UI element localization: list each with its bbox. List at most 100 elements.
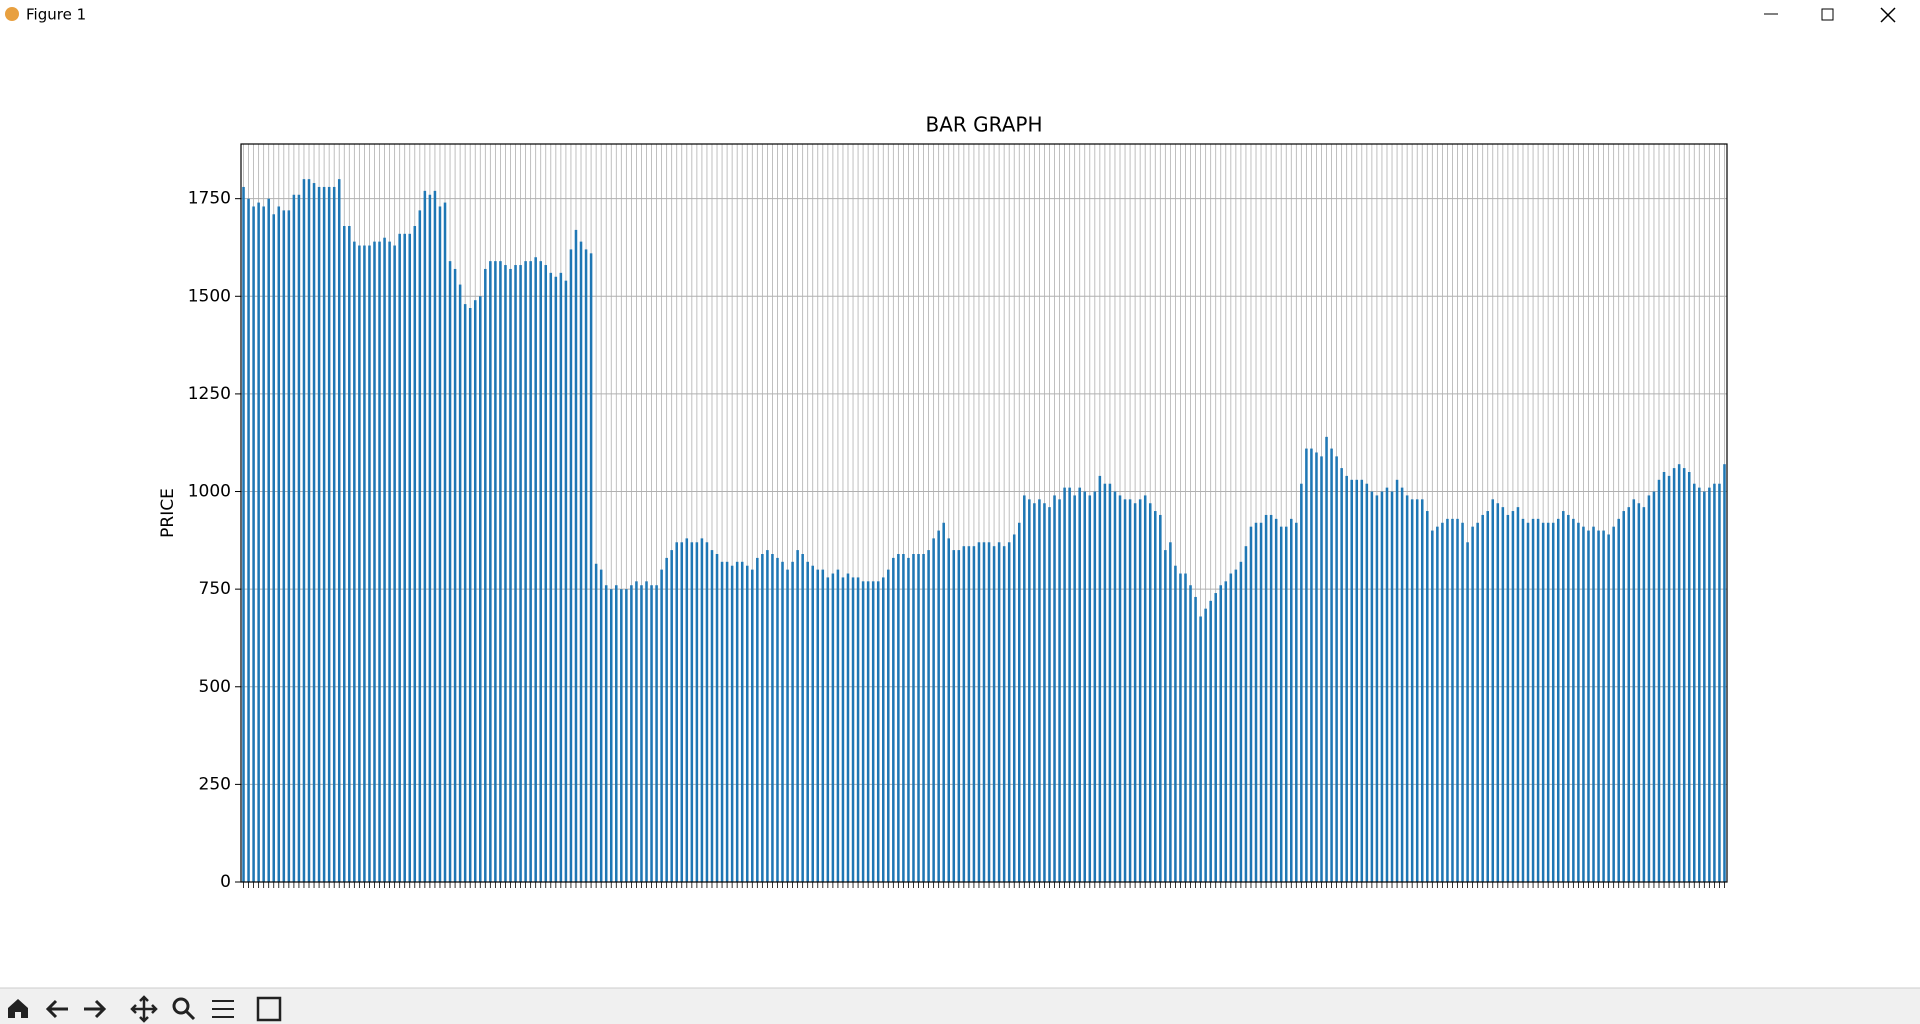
bar xyxy=(1093,491,1097,882)
save-button[interactable] xyxy=(256,996,282,1022)
bar xyxy=(297,194,301,882)
close-button[interactable] xyxy=(1880,7,1896,23)
bar xyxy=(1058,499,1061,882)
y-tick-label: 1500 xyxy=(188,286,231,306)
bar xyxy=(388,241,391,883)
bar xyxy=(917,554,920,882)
bar xyxy=(589,253,593,883)
bar xyxy=(625,589,628,882)
title-bar xyxy=(0,0,1920,30)
bar xyxy=(685,538,689,882)
bar xyxy=(1466,542,1469,882)
bar xyxy=(373,241,376,883)
bar xyxy=(1451,518,1454,882)
bar xyxy=(887,569,890,882)
bar xyxy=(1556,518,1560,882)
bar xyxy=(1441,522,1444,882)
bar xyxy=(761,554,764,882)
y-tick-label: 750 xyxy=(199,579,231,599)
bar xyxy=(594,563,598,882)
bar xyxy=(1405,495,1409,882)
bar xyxy=(1330,448,1333,882)
back-button[interactable] xyxy=(45,999,68,1019)
bar xyxy=(453,268,457,882)
home-button[interactable] xyxy=(8,999,28,1018)
bar xyxy=(317,186,321,882)
bar xyxy=(1012,534,1016,882)
bar xyxy=(489,261,492,883)
bar xyxy=(1415,499,1419,882)
configure-button[interactable] xyxy=(212,1000,234,1018)
bar xyxy=(599,569,603,882)
bar xyxy=(1053,495,1056,882)
bar xyxy=(1682,468,1686,882)
y-tick-label: 500 xyxy=(199,677,231,697)
bar xyxy=(972,546,976,882)
bar xyxy=(1078,487,1081,882)
bar xyxy=(745,565,749,882)
bar xyxy=(1360,479,1364,882)
y-tick-label: 0 xyxy=(220,872,231,892)
bar xyxy=(1461,522,1464,882)
bar xyxy=(1028,499,1031,882)
bar xyxy=(383,237,386,882)
bar xyxy=(1068,487,1071,882)
window-title: Figure 1 xyxy=(26,6,86,24)
bar xyxy=(348,226,351,882)
bar xyxy=(479,296,482,882)
bar xyxy=(620,589,623,882)
bar xyxy=(604,585,608,882)
bar xyxy=(927,550,930,882)
bar xyxy=(992,546,996,882)
bar xyxy=(584,249,588,882)
bar xyxy=(725,561,729,882)
bar xyxy=(337,179,341,883)
bar xyxy=(881,577,885,882)
pan-button[interactable] xyxy=(130,995,158,1023)
bar xyxy=(1370,491,1374,882)
bar xyxy=(1164,550,1167,882)
restore-button[interactable] xyxy=(1821,8,1834,21)
bar xyxy=(801,554,804,882)
bar xyxy=(499,261,502,883)
bar xyxy=(735,561,739,882)
bar xyxy=(1597,530,1600,882)
bar xyxy=(529,261,532,883)
bar xyxy=(957,550,961,882)
bar xyxy=(559,272,563,882)
bar xyxy=(806,561,809,882)
bar xyxy=(1355,479,1359,882)
bar xyxy=(353,241,356,883)
bar xyxy=(549,272,553,882)
bar xyxy=(730,565,734,882)
bar xyxy=(1667,475,1671,882)
bar xyxy=(287,210,291,882)
bar xyxy=(1531,518,1535,882)
bar xyxy=(1043,503,1046,882)
bar xyxy=(554,276,558,882)
bar xyxy=(1708,487,1711,882)
bar xyxy=(1536,518,1540,882)
bar xyxy=(1718,483,1721,882)
bar xyxy=(705,542,709,882)
bar xyxy=(1244,546,1248,882)
bar xyxy=(1274,518,1278,882)
bar xyxy=(1143,495,1147,882)
bar xyxy=(1118,495,1122,882)
bar xyxy=(272,214,276,883)
bar xyxy=(1239,561,1243,882)
bar xyxy=(831,573,835,882)
bar xyxy=(1607,534,1610,882)
bar xyxy=(1259,522,1263,882)
bar xyxy=(912,554,915,882)
bar xyxy=(1279,526,1283,882)
forward-button[interactable] xyxy=(84,999,107,1019)
bar xyxy=(509,268,512,882)
bar xyxy=(942,522,945,882)
y-tick-label: 1250 xyxy=(188,384,231,404)
bar xyxy=(952,550,956,882)
chart-title: BAR GRAPH xyxy=(925,113,1042,137)
bar xyxy=(630,585,633,882)
zoom-button[interactable] xyxy=(172,997,190,1015)
bar xyxy=(514,265,517,882)
